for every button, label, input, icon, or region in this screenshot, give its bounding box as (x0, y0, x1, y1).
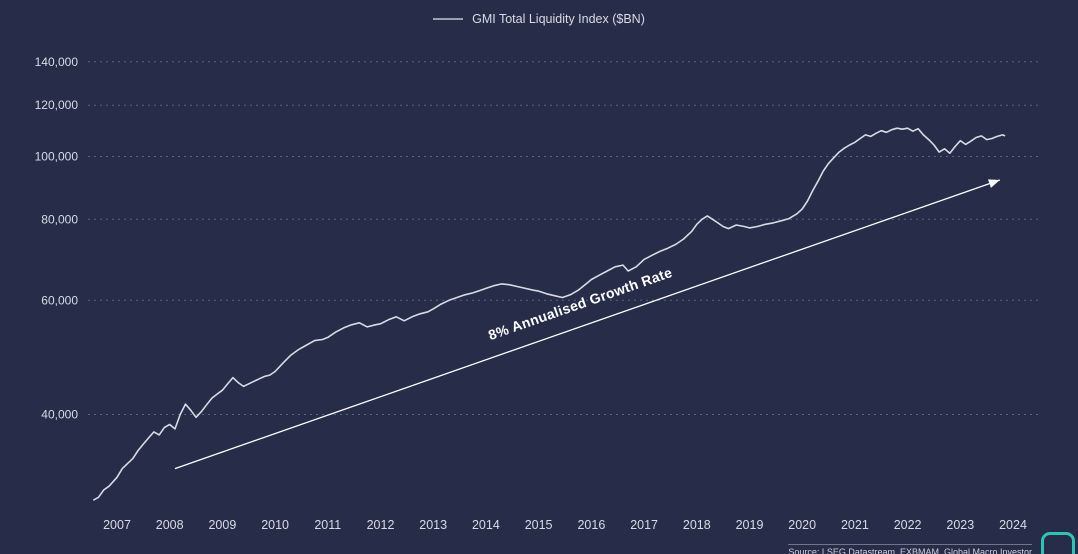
gmi-logo-icon (1041, 532, 1075, 554)
x-axis-tick-label: 2021 (841, 518, 869, 532)
y-axis-tick-label: 80,000 (41, 212, 78, 226)
y-axis-tick-label: 100,000 (35, 150, 79, 164)
y-axis-tick-label: 40,000 (41, 408, 78, 422)
x-axis-tick-label: 2015 (525, 518, 553, 532)
x-axis-tick-label: 2014 (472, 518, 500, 532)
x-axis-tick-label: 2011 (314, 518, 341, 532)
x-axis-tick-label: 2013 (419, 518, 447, 532)
y-axis-tick-label: 60,000 (41, 293, 78, 307)
x-axis-tick-label: 2017 (630, 518, 658, 532)
y-axis-tick-label: 120,000 (35, 98, 79, 112)
x-axis-tick-label: 2024 (999, 518, 1027, 532)
x-axis-tick-label: 2007 (103, 518, 131, 532)
source-attribution: Source: LSEG Datastream, EXBMAM, Global … (788, 544, 1032, 554)
x-axis-tick-label: 2022 (894, 518, 922, 532)
series-line (92, 127, 1006, 501)
x-axis-tick-label: 2018 (683, 518, 711, 532)
trend-line (174, 179, 1001, 470)
x-axis-tick-label: 2023 (946, 518, 974, 532)
x-axis-tick-label: 2016 (577, 518, 605, 532)
legend-line-sample (433, 18, 464, 20)
x-axis-tick-label: 2008 (156, 518, 184, 532)
x-axis-tick-label: 2012 (367, 518, 395, 532)
x-axis-tick-label: 2019 (736, 518, 764, 532)
x-axis-tick-label: 2009 (208, 518, 236, 532)
x-axis-tick-label: 2010 (261, 518, 289, 532)
trend-arrowhead (988, 179, 1000, 188)
chart-legend: GMI Total Liquidity Index ($BN) (0, 12, 1078, 26)
x-axis-tick-label: 2020 (788, 518, 816, 532)
y-axis-tick-label: 140,000 (35, 55, 79, 69)
legend-label: GMI Total Liquidity Index ($BN) (472, 12, 645, 26)
